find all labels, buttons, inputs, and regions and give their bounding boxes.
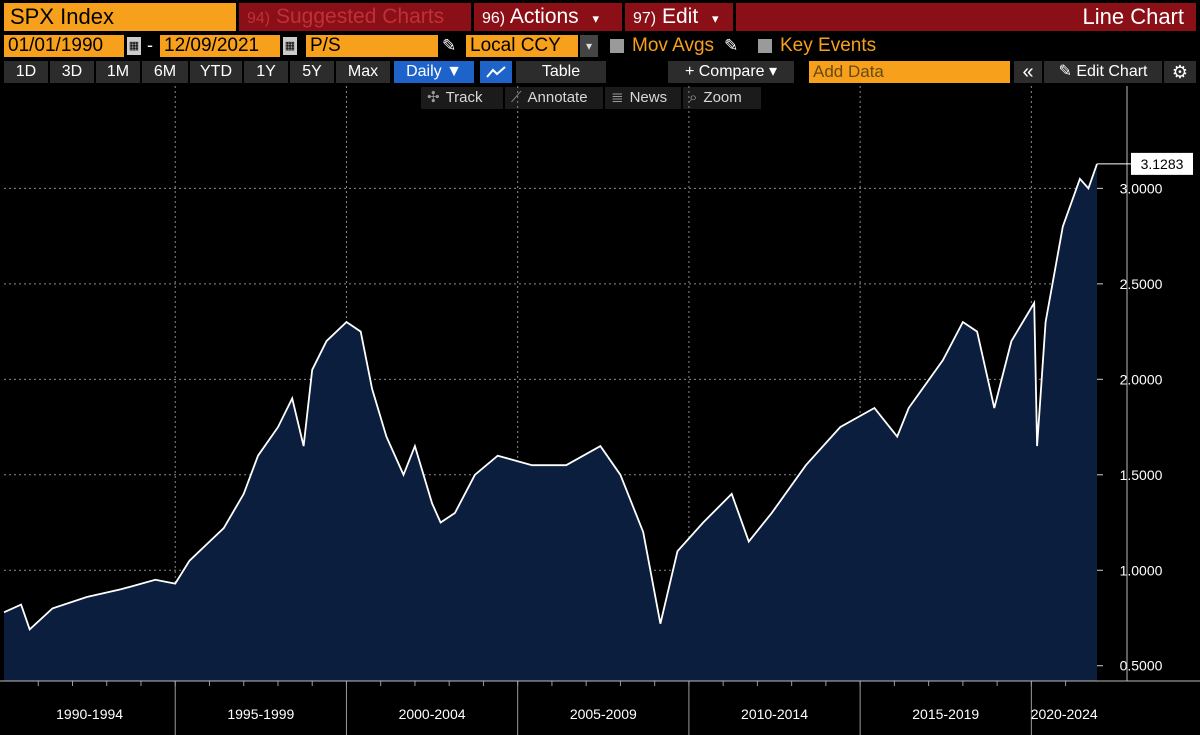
x-tick-label: 1990-1994 [56,706,123,722]
track-tool[interactable]: ✣ Track [421,87,503,109]
x-tick-label: 2000-2004 [399,706,466,722]
chart-axes: 0.5000 1.0000 1.5000 2.0000 2.5000 3.0000 1990… [0,86,1200,735]
key-events-label[interactable]: Key Events [780,35,877,56]
series-line [3,163,1098,631]
edit-menu[interactable]: 97) Edit ▾ [625,3,733,31]
period-1y-button[interactable]: 1Y [244,61,288,83]
y-tick-label: 2.5000 [1120,276,1163,292]
pencil-icon[interactable]: ✎ [442,36,457,55]
table-view-button[interactable]: Table [516,61,606,83]
date-range-dash: - [147,35,153,55]
last-value-label: 3.1283 [1141,156,1184,172]
menu-number: 97) [633,10,657,27]
menu-number: 94) [247,10,271,27]
zoom-icon: ⌕ [689,89,698,106]
calendar-icon[interactable]: ▦ [283,37,297,55]
edit-chart-label: Edit Chart [1076,63,1148,80]
menu-label: Edit [661,5,699,28]
zoom-tool[interactable]: ⌕ Zoom [683,87,761,109]
y-tick-label: 1.0000 [1120,562,1163,578]
y-tick-label: 0.5000 [1120,658,1163,674]
menu-label: Actions [509,5,579,28]
edit-chart-button[interactable]: ✎ Edit Chart [1044,61,1162,83]
y-tick-label: 1.5000 [1120,467,1163,483]
period-ytd-button[interactable]: YTD [190,61,242,83]
y-tick-label: 2.0000 [1120,371,1163,387]
annotate-label: Annotate [527,89,588,106]
chevron-down-icon: ▾ [592,11,600,26]
collapse-icon[interactable]: « [1014,61,1042,83]
period-max-button[interactable]: Max [336,61,390,83]
chart-type-title: Line Chart [736,3,1196,31]
period-5y-button[interactable]: 5Y [290,61,334,83]
mov-avgs-label[interactable]: Mov Avgs [632,35,715,56]
chevron-down-icon: ▾ [712,11,719,26]
start-date-field[interactable]: 01/01/1990 [4,35,124,57]
field-mnemonic-input[interactable]: P/S [306,35,438,57]
series-area [4,163,1097,681]
last-value-box [1131,152,1193,175]
x-tick-label: 2010-2014 [741,706,808,722]
crosshair-icon: ✣ [427,89,440,106]
currency-select[interactable]: Local CCY [466,35,578,57]
ticker-field[interactable]: SPX Index [4,3,236,31]
x-tick-label: 2005-2009 [570,706,637,722]
annotate-icon: ⟋ [511,89,522,106]
menu-label: Suggested Charts [275,5,445,28]
chevron-down-icon[interactable]: ▾ [580,35,598,57]
y-tick-label: 3.0000 [1120,180,1163,196]
news-tool[interactable]: ≣ News [605,87,681,109]
key-events-checkbox[interactable] [758,39,772,53]
x-tick-label: 1995-1999 [227,706,294,722]
add-data-input[interactable]: Add Data [809,61,1010,83]
suggested-charts-menu[interactable]: 94) Suggested Charts [239,3,471,31]
pencil-icon: ✎ [1058,63,1077,80]
frequency-select[interactable]: Daily ▼ [394,61,474,83]
end-date-field[interactable]: 12/09/2021 [160,35,280,57]
calendar-icon[interactable]: ▦ [127,37,141,55]
menu-number: 96) [482,10,506,27]
period-3d-button[interactable]: 3D [50,61,94,83]
news-icon: ≣ [611,89,624,106]
mov-avgs-checkbox[interactable] [610,39,624,53]
compare-button[interactable]: + Compare ▾ [668,61,794,83]
x-tick-label: 2015-2019 [912,706,979,722]
actions-menu[interactable]: 96) Actions ▾ [474,3,622,31]
news-label: News [629,89,668,106]
pencil-icon[interactable]: ✎ [724,36,739,55]
gear-icon[interactable]: ⚙ [1164,61,1196,83]
annotate-tool[interactable]: ⟋ Annotate [505,87,603,109]
period-1d-button[interactable]: 1D [4,61,48,83]
zoom-label: Zoom [703,89,742,106]
line-chart-icon[interactable] [480,61,512,83]
track-label: Track [445,89,483,106]
period-1m-button[interactable]: 1M [96,61,140,83]
x-tick-label: 2020-2024 [1031,706,1098,722]
period-6m-button[interactable]: 6M [142,61,188,83]
